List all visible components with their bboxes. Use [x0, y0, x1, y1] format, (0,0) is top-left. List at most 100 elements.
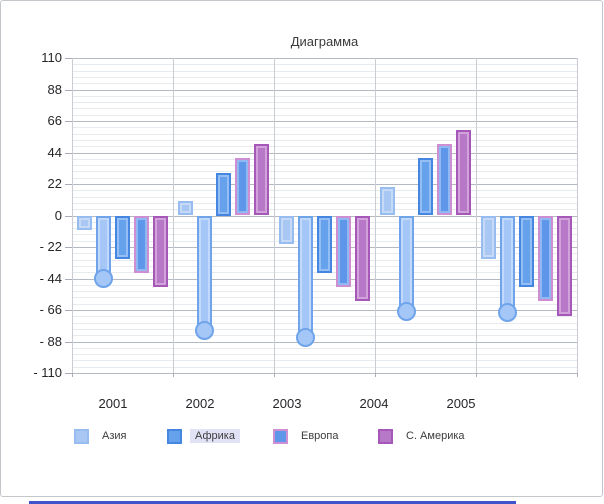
- legend-label: Африка: [190, 429, 240, 443]
- x-axis-label: 2003: [272, 396, 302, 411]
- minor-gridline: [72, 133, 577, 135]
- major-gridline: [72, 310, 577, 311]
- y-axis-label: - 66: [39, 302, 62, 317]
- minor-gridline: [72, 335, 577, 337]
- bar-С. Америка-2004[interactable]: [456, 129, 471, 216]
- minor-gridline: [72, 354, 577, 356]
- x-axis-tick: [173, 373, 174, 377]
- x-axis-tick: [476, 373, 477, 377]
- bar-fill: [100, 219, 107, 275]
- y-axis-tick: [65, 215, 72, 217]
- category-separator-line: [72, 58, 73, 373]
- bar-С. Америка-2003[interactable]: [355, 215, 370, 302]
- bar-Европа-2001[interactable]: [134, 215, 149, 273]
- bar-fill: [523, 219, 530, 284]
- bar-series2-2004[interactable]: [399, 215, 414, 312]
- bar-fill: [138, 219, 145, 269]
- bar-Азия-2002[interactable]: [178, 201, 193, 216]
- bar-Азия-2003[interactable]: [279, 215, 294, 245]
- x-axis-label: 2004: [359, 396, 389, 411]
- category-separator-line: [476, 58, 477, 373]
- minor-gridline: [72, 158, 577, 160]
- minor-gridline: [72, 177, 577, 179]
- minor-gridline: [72, 114, 577, 116]
- minor-gridline: [72, 196, 577, 198]
- bar-fill: [220, 176, 227, 212]
- bar-end-marker[interactable]: [296, 327, 315, 347]
- y-axis-label: - 44: [39, 270, 62, 286]
- bar-С. Америка-2005[interactable]: [557, 215, 572, 316]
- y-axis-label: 0: [54, 207, 62, 223]
- minor-gridline: [72, 146, 577, 148]
- bar-fill: [504, 219, 511, 309]
- minor-gridline: [72, 127, 577, 129]
- minor-gridline: [72, 102, 577, 104]
- legend-item-С. Америка[interactable]: С. Америка: [378, 428, 465, 444]
- bar-end-marker[interactable]: [498, 303, 517, 323]
- x-axis-label: 2001: [98, 396, 128, 411]
- minor-gridline: [72, 76, 577, 78]
- major-gridline: [72, 278, 577, 280]
- legend-label: С. Америка: [406, 430, 465, 442]
- y-axis-tick: [65, 89, 72, 91]
- bar-Азия-2004[interactable]: [380, 186, 395, 216]
- minor-gridline: [72, 64, 577, 66]
- bar-Африка-2005[interactable]: [519, 215, 534, 288]
- y-axis-tick: [65, 278, 72, 280]
- bar-end-marker[interactable]: [195, 320, 214, 340]
- x-axis-label: 2002: [185, 396, 215, 411]
- bar-Европа-2002[interactable]: [235, 158, 250, 216]
- bar-series2-2003[interactable]: [298, 215, 313, 338]
- minor-gridline: [72, 171, 577, 173]
- bar-Европа-2004[interactable]: [437, 143, 452, 216]
- bar-fill: [283, 219, 290, 241]
- bar-fill: [182, 205, 189, 212]
- bar-end-marker[interactable]: [94, 269, 113, 288]
- legend-item-Европа[interactable]: Европа: [273, 428, 339, 444]
- legend-swatch: [74, 428, 89, 444]
- bar-Европа-2003[interactable]: [336, 215, 351, 288]
- y-axis-tick: [65, 341, 72, 343]
- y-axis-label: 22: [47, 176, 62, 191]
- bar-Азия-2001[interactable]: [77, 215, 92, 230]
- legend-item-Африка[interactable]: Африка: [167, 428, 240, 444]
- bar-fill: [384, 190, 391, 212]
- y-axis-tick: [65, 184, 72, 185]
- y-axis-tick: [65, 152, 72, 154]
- bar-Азия-2005[interactable]: [481, 215, 496, 259]
- major-gridline: [72, 89, 577, 91]
- bar-Африка-2003[interactable]: [317, 215, 332, 273]
- category-separator-line: [375, 58, 376, 373]
- minor-gridline: [72, 83, 577, 85]
- legend-item-Азия[interactable]: Азия: [74, 428, 126, 444]
- x-axis-tick: [375, 373, 376, 377]
- x-axis-tick: [274, 373, 275, 377]
- bar-end-marker[interactable]: [397, 301, 416, 321]
- bar-Африка-2001[interactable]: [115, 215, 130, 259]
- y-axis-label: 88: [47, 81, 62, 97]
- x-axis-tick: [72, 373, 73, 377]
- y-axis-tick: [65, 121, 72, 122]
- minor-gridline: [72, 297, 577, 299]
- bar-fill: [403, 219, 410, 308]
- bar-fill: [239, 162, 246, 212]
- minor-gridline: [72, 360, 577, 362]
- major-gridline: [72, 121, 577, 122]
- bar-series2-2002[interactable]: [197, 215, 212, 330]
- bar-fill: [460, 133, 467, 212]
- bar-Африка-2002[interactable]: [216, 172, 231, 216]
- bar-Европа-2005[interactable]: [538, 215, 553, 302]
- minor-gridline: [72, 139, 577, 141]
- bar-С. Америка-2002[interactable]: [254, 143, 269, 216]
- y-axis-label: 110: [41, 50, 62, 65]
- bar-fill: [340, 219, 347, 284]
- y-axis-tick: [65, 373, 72, 374]
- bar-fill: [81, 219, 88, 226]
- bar-С. Америка-2001[interactable]: [153, 215, 168, 288]
- minor-gridline: [72, 328, 577, 330]
- bar-Африка-2004[interactable]: [418, 158, 433, 216]
- y-axis-tick: [65, 247, 72, 248]
- bar-fill: [119, 219, 126, 255]
- minor-gridline: [72, 366, 577, 368]
